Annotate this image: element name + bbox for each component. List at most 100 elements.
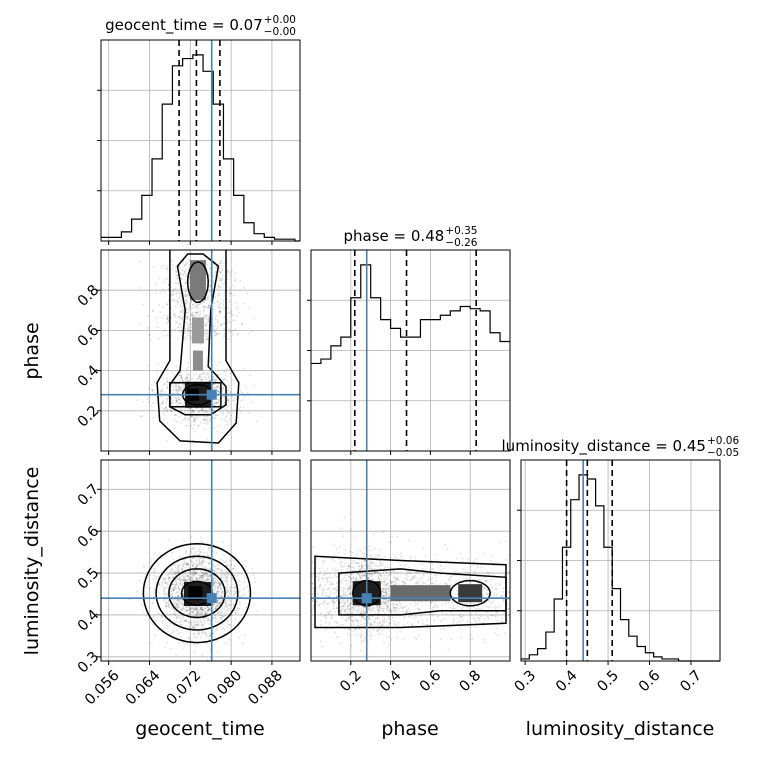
sample-point	[387, 601, 390, 603]
sample-point	[183, 410, 186, 413]
sample-point	[157, 363, 160, 366]
sample-point	[381, 582, 384, 585]
sample-point	[221, 593, 224, 596]
sample-point	[157, 326, 160, 329]
sample-point	[157, 629, 160, 632]
sample-point	[178, 579, 181, 582]
sample-point	[222, 387, 225, 390]
sample-point	[198, 613, 201, 616]
sample-point	[380, 607, 383, 610]
sample-point	[202, 418, 205, 421]
sample-point	[476, 564, 479, 567]
sample-point	[193, 636, 196, 639]
sample-point	[220, 588, 222, 591]
sample-point	[393, 606, 396, 609]
sample-point	[188, 608, 191, 611]
sample-point	[336, 589, 339, 592]
sample-point	[195, 571, 198, 574]
sample-point	[344, 608, 347, 611]
sample-point	[205, 338, 207, 341]
sample-point	[172, 572, 174, 575]
sample-point	[206, 334, 209, 337]
sample-point	[202, 609, 204, 611]
sample-point	[171, 402, 174, 404]
sample-point	[389, 610, 392, 613]
sample-point	[207, 608, 210, 611]
sample-point	[136, 590, 139, 593]
sample-point	[185, 275, 188, 278]
sample-point	[216, 301, 219, 304]
sample-point	[184, 263, 187, 266]
sample-point	[385, 636, 388, 639]
sample-point	[180, 375, 183, 377]
sample-point	[227, 384, 230, 387]
sample-point	[231, 395, 234, 398]
sample-point	[216, 300, 219, 303]
sample-point	[187, 325, 189, 328]
sample-point	[232, 329, 234, 332]
sample-point	[179, 583, 182, 585]
sample-point	[199, 576, 202, 578]
sample-point	[367, 622, 369, 624]
sample-point	[185, 552, 188, 555]
sample-point	[226, 321, 229, 324]
sample-point	[246, 292, 248, 295]
sample-point	[176, 388, 179, 391]
sample-point	[382, 609, 385, 612]
sample-point	[204, 328, 207, 331]
sample-point	[199, 621, 202, 624]
sample-point	[197, 563, 200, 566]
sample-point	[167, 396, 170, 399]
sample-point	[406, 621, 409, 624]
sample-point	[358, 609, 360, 612]
sample-point	[225, 579, 228, 582]
sample-point	[361, 616, 364, 619]
sample-point	[212, 610, 215, 612]
sample-point	[416, 582, 419, 585]
sample-point	[207, 304, 210, 307]
sample-point	[388, 585, 391, 588]
sample-point	[191, 607, 194, 610]
sample-point	[371, 572, 373, 575]
sample-point	[183, 562, 185, 565]
sample-point	[193, 607, 196, 610]
sample-point	[217, 590, 220, 593]
sample-point	[389, 610, 392, 613]
sample-point	[328, 623, 331, 626]
sample-point	[382, 621, 385, 624]
sample-point	[195, 612, 198, 615]
sample-point	[182, 404, 185, 406]
sample-point	[367, 564, 369, 567]
sample-point	[498, 541, 501, 544]
sample-point	[223, 395, 226, 398]
sample-point	[200, 606, 203, 608]
sample-point	[182, 647, 185, 649]
sample-point	[179, 305, 182, 308]
sample-point	[214, 608, 217, 611]
sample-point	[200, 561, 203, 564]
sample-point	[152, 578, 155, 580]
sample-point	[196, 304, 199, 307]
sample-point	[207, 330, 209, 333]
sample-point	[182, 380, 185, 383]
sample-point	[357, 624, 359, 627]
sample-point	[376, 616, 379, 619]
sample-point	[476, 566, 479, 569]
sample-point	[200, 606, 203, 609]
sample-point	[237, 332, 240, 335]
sample-point	[227, 328, 230, 331]
sample-point	[184, 417, 187, 420]
sample-point	[175, 396, 178, 399]
sample-point	[196, 611, 199, 614]
sample-point	[343, 599, 345, 602]
sample-point	[146, 593, 149, 596]
sample-point	[347, 593, 350, 596]
sample-point	[208, 408, 211, 411]
sample-point	[180, 278, 183, 280]
sample-point	[379, 607, 382, 610]
sample-point	[212, 604, 215, 606]
sample-point	[208, 380, 210, 383]
sample-point	[216, 627, 218, 630]
sample-point	[188, 334, 190, 337]
sample-point	[185, 619, 187, 622]
